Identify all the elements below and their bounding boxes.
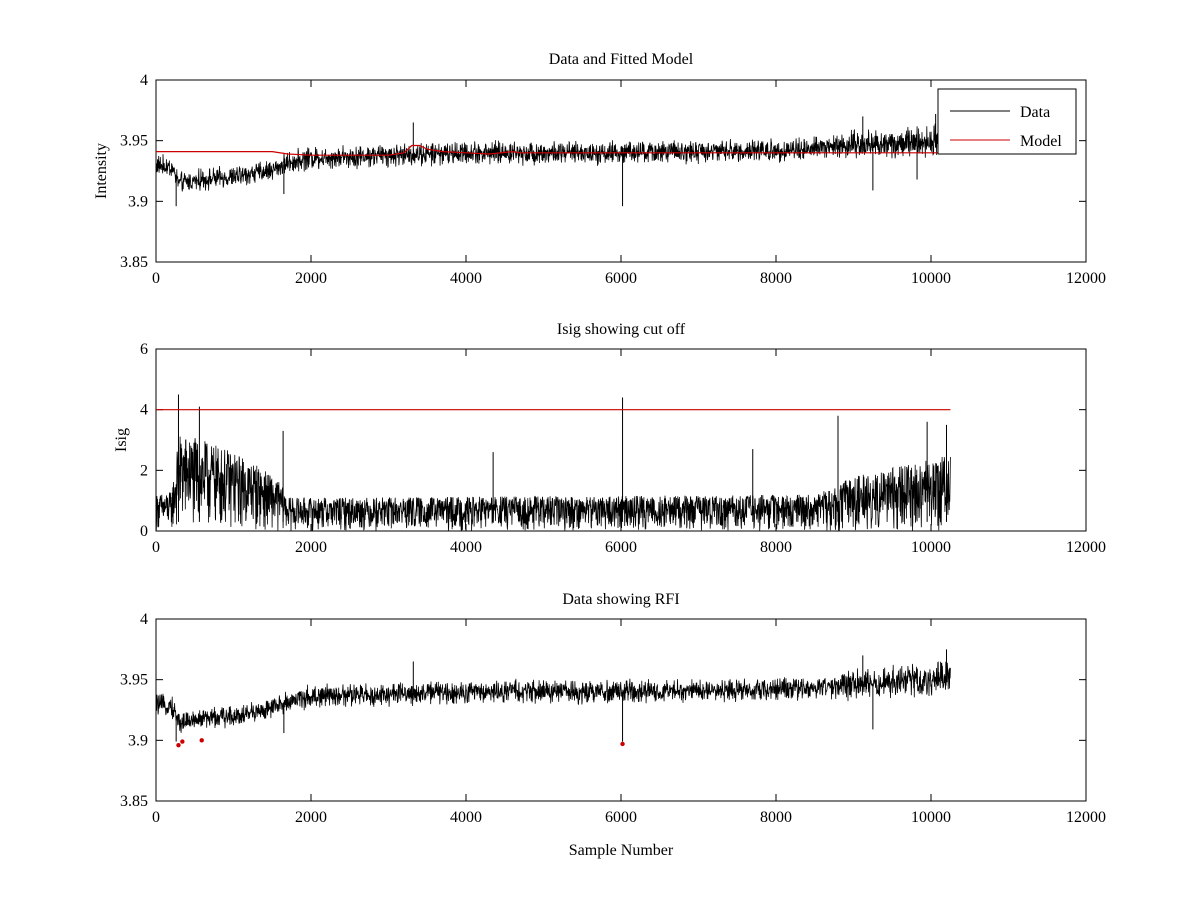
x-tick-label: 10000 [911,270,951,287]
x-tick-label: 10000 [911,539,951,556]
x-tick-label: 12000 [1066,809,1106,826]
x-tick-label: 10000 [911,809,951,826]
legend-box [937,88,1077,155]
series-layer [155,649,951,748]
x-tick-label: 8000 [760,270,792,287]
x-tick-label: 8000 [760,539,792,556]
y-axis-label: Intensity [93,143,110,199]
series-layer [155,113,951,207]
panel-data-and-fitted-model: Data and Fitted Model Intensity 0 2000 400… [93,51,1106,287]
x-tick-label: 8000 [760,809,792,826]
rfi-point [620,741,625,747]
y-tick-label: 3.9 [128,193,148,210]
series-layer [155,394,951,532]
x-tick-label: 6000 [605,270,637,287]
x-tick-label: 2000 [295,270,327,287]
x-tick-label: 4000 [450,270,482,287]
legend-label-model: Model [1020,133,1062,150]
x-tick-label: 0 [152,270,160,287]
y-tick-label: 3.95 [120,672,148,689]
x-axis-label: Sample Number [569,842,674,859]
y-axis-label: Isig [113,428,130,452]
axis-ticks: 0 2000 4000 6000 8000 10000 12000 0 2 4 6 [140,341,1106,556]
x-tick-label: 2000 [295,809,327,826]
y-tick-label: 4 [140,72,148,89]
x-tick-label: 4000 [450,809,482,826]
y-tick-label: 2 [140,462,148,479]
axis-ticks: 0 2000 4000 6000 8000 10000 12000 3.85 3.9 3.95 4 [120,72,1106,287]
x-tick-label: 6000 [605,539,637,556]
series-line-isig [155,436,951,532]
y-tick-label: 3.85 [120,254,148,271]
plot-area [155,618,1087,802]
rfi-point [176,742,181,748]
legend: Data Model [937,88,1077,155]
x-tick-label: 4000 [450,539,482,556]
x-tick-label: 12000 [1066,539,1106,556]
x-tick-label: 0 [152,809,160,826]
y-tick-label: 3.9 [128,732,148,749]
panel-isig-cut-off: Isig showing cut off Isig 0 2000 4000 6000 8… [113,321,1106,556]
rfi-point [199,738,204,743]
series-line-model [156,144,951,156]
chart-title: Data and Fitted Model [549,51,694,68]
panel-data-showing-rfi: Data showing RFI Sample Number 0 2000 4000… [120,591,1106,859]
rfi-point [180,739,185,744]
x-tick-label: 0 [152,539,160,556]
plot-area [155,79,1087,263]
y-tick-label: 3.85 [120,793,148,810]
x-tick-label: 6000 [605,809,637,826]
y-tick-label: 4 [140,402,148,419]
x-tick-label: 12000 [1066,270,1106,287]
chart-title: Data showing RFI [562,591,679,608]
chart-title: Isig showing cut off [557,321,686,338]
y-tick-label: 3.95 [120,133,148,150]
y-tick-label: 0 [140,523,148,540]
y-tick-label: 4 [140,611,148,628]
legend-label-data: Data [1020,104,1050,121]
x-tick-label: 2000 [295,539,327,556]
series-line-data [155,122,951,192]
y-tick-label: 6 [140,341,148,358]
axis-ticks: 0 2000 4000 6000 8000 10000 12000 3.85 3.9 3.95 4 [120,611,1106,826]
series-line-data [155,661,951,733]
